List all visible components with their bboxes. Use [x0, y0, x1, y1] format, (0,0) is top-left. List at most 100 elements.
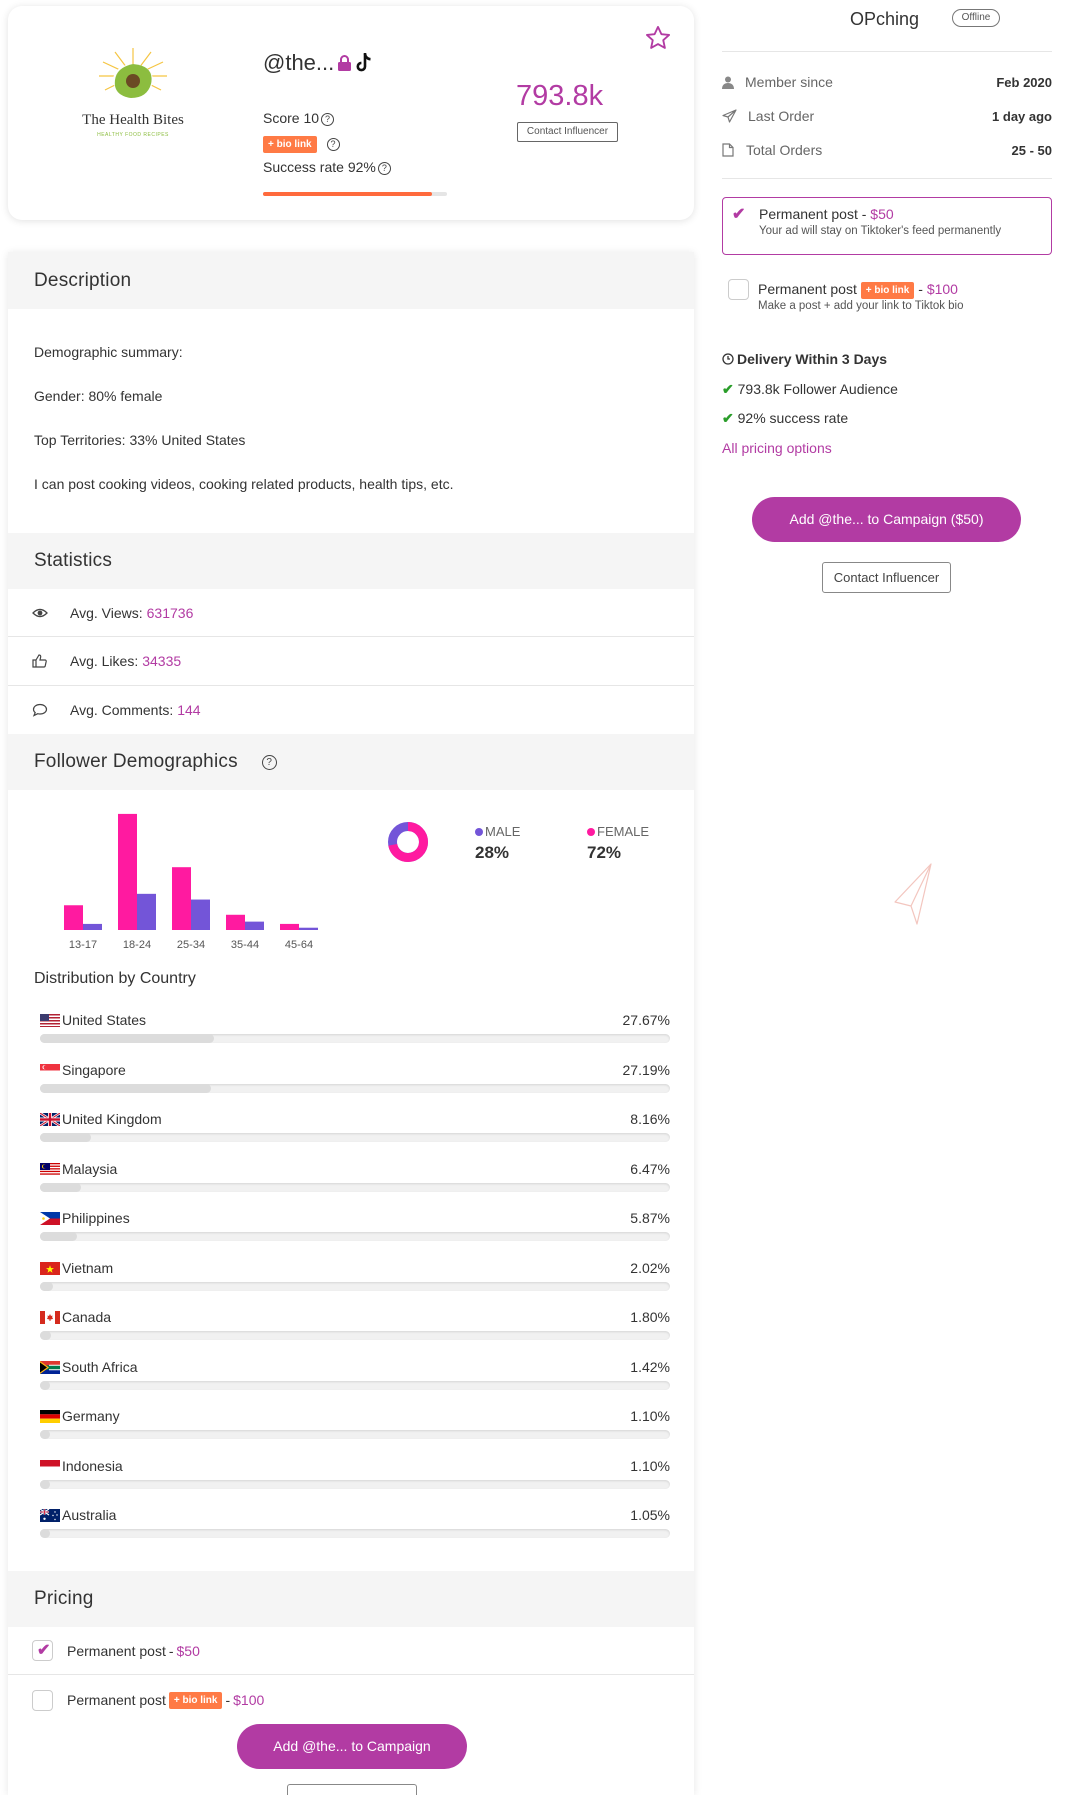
stat-value: 34335 [142, 653, 182, 669]
description-header: Description [8, 252, 694, 309]
stat-value: 144 [177, 702, 201, 718]
country-percent: 27.19% [622, 1061, 670, 1078]
age-tick-label: 35-44 [231, 939, 259, 951]
pricing-checkbox[interactable] [32, 1689, 53, 1711]
option-checkbox[interactable] [728, 279, 749, 300]
male-label: MALE [485, 824, 521, 839]
statistics-title: Statistics [34, 550, 113, 571]
total-orders-row: Total Orders 25 - 50 [722, 140, 1052, 160]
bio-link-badge: + bio link [263, 135, 317, 153]
success-info: ✔ 92% success rate [722, 410, 848, 427]
user-icon [722, 76, 734, 89]
flag-ph-icon [40, 1212, 60, 1225]
delivery-text: Delivery Within 3 Days [737, 351, 888, 367]
country-bar-fill [40, 1479, 51, 1489]
country-bar-track [40, 1182, 670, 1192]
main-panel: Description Demographic summary: Gender:… [8, 252, 694, 1795]
sidebar-option-bio-link[interactable]: Permanent post + bio link - $100 Make a … [722, 272, 1052, 322]
flag-sg-icon [40, 1063, 60, 1077]
country-row: United States 27.67% [40, 1010, 670, 1050]
success-rate-row: Success rate 92%? [263, 159, 391, 175]
influencer-handle: @the... [263, 50, 335, 75]
country-bar-fill [40, 1034, 215, 1043]
gender-donut-chart [388, 822, 428, 862]
flag-vn-icon [40, 1261, 60, 1275]
last-order-value: 1 day ago [992, 108, 1052, 124]
country-row: United Kingdom 8.16% [40, 1109, 670, 1149]
country-bar-fill [40, 1083, 212, 1093]
country-bar-fill [40, 1232, 77, 1241]
member-since-row: Member since Feb 2020 [722, 72, 1052, 92]
flag-de-icon [40, 1410, 60, 1423]
country-bar-fill [40, 1281, 53, 1291]
sidebar-option-permanent[interactable]: ✔ Permanent post - $50 Your ad will stay… [722, 197, 1052, 255]
country-percent: 5.87% [630, 1210, 670, 1226]
male-legend: MALE 28% [475, 824, 520, 863]
description-line: Gender: 80% female [34, 388, 163, 404]
checkmark-icon: ✔ [37, 1642, 51, 1659]
flag-au-icon [40, 1509, 60, 1522]
favorite-star-icon[interactable] [644, 24, 672, 52]
sidebar-add-to-campaign-button[interactable]: Add @the... to Campaign ($50) [752, 497, 1021, 542]
country-bar-track [40, 1281, 670, 1291]
pricing-option-label: Permanent post [67, 1642, 166, 1659]
option-price: $100 [926, 281, 958, 297]
age-distribution-chart: 13-17 18-24 25-34 35-44 45-64 [64, 813, 318, 951]
country-row: Germany 1.10% [40, 1406, 670, 1446]
divider [722, 178, 1052, 179]
country-percent: 1.10% [630, 1457, 670, 1474]
pricing-option-bio-link[interactable]: Permanent post + bio link - $100 [8, 1676, 694, 1724]
flag-ca-icon [40, 1311, 60, 1324]
pricing-option-permanent[interactable]: ✔ Permanent post - $50 [8, 1627, 694, 1675]
flag-za-icon [40, 1360, 60, 1374]
help-icon[interactable]: ? [377, 161, 391, 175]
sidebar-contact-influencer-button[interactable]: Contact Influencer [822, 562, 951, 593]
stat-row-likes: Avg. Likes: 34335 [8, 637, 694, 686]
contact-influencer-bottom-button[interactable] [287, 1784, 417, 1795]
country-name: Vietnam [62, 1259, 114, 1276]
all-pricing-options-link[interactable]: All pricing options [722, 440, 832, 456]
eye-icon [32, 608, 48, 617]
option-title: Permanent post [758, 281, 857, 297]
total-orders-label: Total Orders [746, 142, 823, 158]
country-row: Australia 1.05% [40, 1505, 670, 1545]
female-dot-icon [587, 828, 595, 836]
contact-influencer-small-button[interactable]: Contact Influencer [517, 122, 618, 142]
age-tick-label: 25-34 [177, 939, 205, 951]
country-percent: 8.16% [630, 1111, 670, 1127]
lock-icon [338, 55, 352, 71]
handle-row: @the... [263, 50, 375, 76]
success-text: 92% success rate [737, 410, 849, 426]
demographics-header: Follower Demographics ? [8, 734, 694, 790]
option-title: Permanent post [759, 206, 858, 222]
pricing-checkbox-checked[interactable]: ✔ [32, 1640, 53, 1661]
demographics-title: Follower Demographics [34, 751, 238, 772]
age-bar-male [245, 921, 264, 930]
pricing-option-label: Permanent post [67, 1692, 166, 1708]
country-name: Malaysia [62, 1160, 118, 1177]
add-to-campaign-button[interactable]: Add @the... to Campaign [237, 1724, 467, 1769]
country-row: Singapore 27.19% [40, 1060, 670, 1100]
country-bar-track [40, 1430, 670, 1439]
profile-card: The Health Bites HEALTHY FOOD RECIPES @t… [8, 6, 694, 220]
country-bar-fill [40, 1331, 52, 1340]
help-icon[interactable]: ? [261, 754, 277, 770]
age-bar-female [226, 914, 245, 930]
send-icon [722, 109, 737, 123]
help-icon[interactable]: ? [321, 112, 335, 126]
audience-text: 793.8k Follower Audience [737, 381, 898, 397]
help-icon[interactable]: ? [326, 137, 340, 151]
age-bar-female [64, 905, 83, 930]
audience-info: ✔ 793.8k Follower Audience [722, 381, 898, 398]
donut-female-segment [388, 822, 428, 862]
description-line: I can post cooking videos, cooking relat… [34, 476, 454, 492]
female-percent: 72% [587, 843, 622, 862]
country-bar-track [40, 1479, 670, 1489]
description-line: Top Territories: 33% United States [34, 432, 246, 448]
total-orders-value: 25 - 50 [1011, 142, 1052, 158]
score-label: Score 10 [263, 110, 320, 126]
pricing-option-price: $50 [176, 1642, 200, 1659]
pricing-option-price: $100 [233, 1692, 265, 1708]
country-name: Indonesia [62, 1457, 123, 1474]
female-label: FEMALE [597, 824, 650, 839]
